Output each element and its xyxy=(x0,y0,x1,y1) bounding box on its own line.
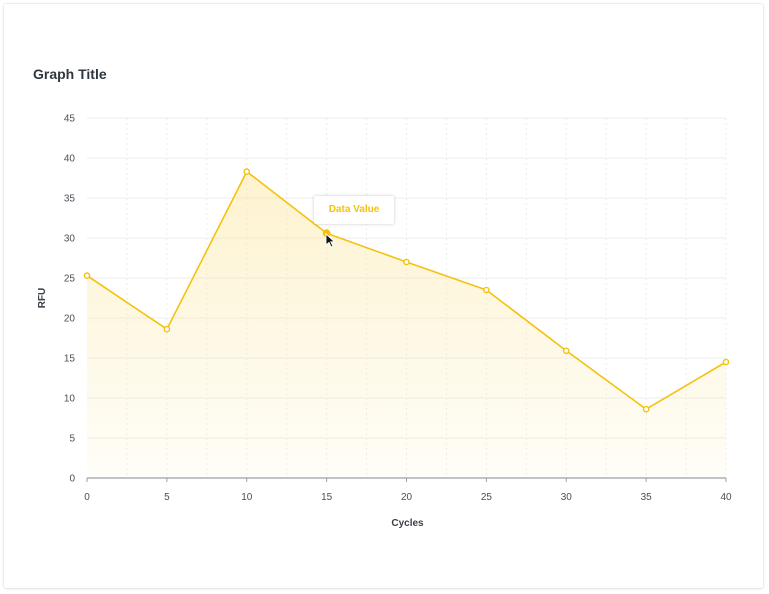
x-tick-label: 20 xyxy=(401,492,413,503)
data-point xyxy=(562,347,570,355)
data-point xyxy=(243,168,251,175)
x-tick-label: 30 xyxy=(561,492,573,503)
x-tick-label: 40 xyxy=(720,492,732,503)
tooltip-label: Data Value xyxy=(328,204,380,215)
data-tooltip: Data Value xyxy=(314,196,394,224)
area-fill xyxy=(87,171,726,478)
y-tick-label: 15 xyxy=(64,354,76,365)
data-point xyxy=(642,405,650,413)
x-tick-label: 15 xyxy=(321,492,333,503)
y-tick-label: 35 xyxy=(64,194,76,205)
y-tick-label: 20 xyxy=(64,314,76,325)
data-point xyxy=(83,272,91,279)
data-point xyxy=(483,286,490,294)
series-area xyxy=(87,171,726,478)
data-points xyxy=(83,168,730,413)
x-tick-label: 0 xyxy=(84,492,90,503)
y-tick-label: 30 xyxy=(64,234,76,245)
data-point xyxy=(403,258,410,266)
x-tick-label: 10 xyxy=(241,492,253,503)
y-tick-label: 45 xyxy=(64,114,76,125)
axes: 0 5 10 15 20 25 30 35 40 0 5 10 15 20 25 30 35 40 45 xyxy=(64,114,732,504)
y-tick-label: 25 xyxy=(64,274,76,285)
y-axis-title: RFU xyxy=(37,288,48,309)
x-tick-label: 35 xyxy=(641,492,653,503)
data-point xyxy=(722,358,730,366)
y-tick-label: 40 xyxy=(64,154,76,165)
data-point xyxy=(163,325,171,333)
mouse-cursor-icon xyxy=(325,233,336,248)
y-tick-label: 0 xyxy=(69,474,75,485)
x-tick-label: 5 xyxy=(164,492,170,503)
y-tick-label: 10 xyxy=(64,394,76,405)
y-tick-label: 5 xyxy=(69,434,75,445)
chart-title: Graph Title xyxy=(33,66,107,82)
x-tick-label: 25 xyxy=(481,492,493,503)
x-axis-title: Cycles xyxy=(391,518,424,529)
